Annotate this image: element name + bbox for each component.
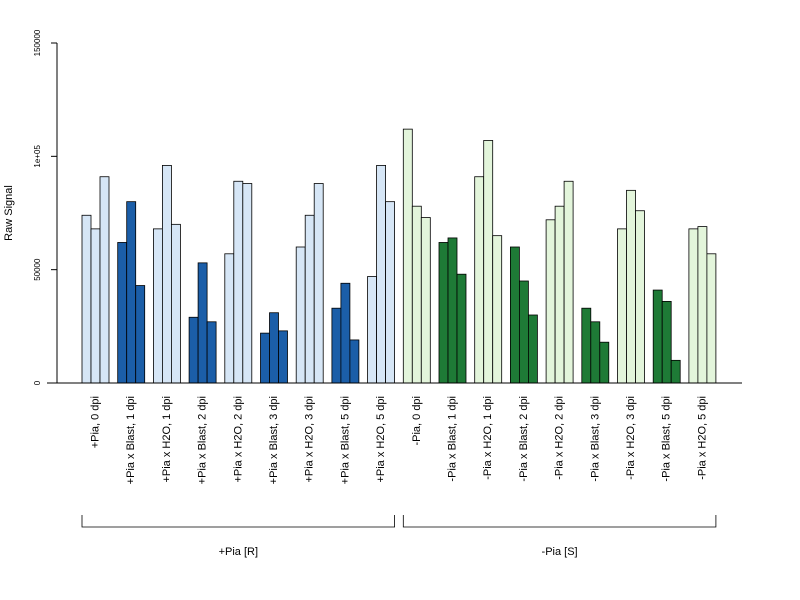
bar (438, 242, 449, 384)
bar (117, 242, 128, 384)
x-tick-label: -Pia x H2O, 1 dpi (482, 396, 494, 480)
bar (599, 341, 610, 384)
bar (340, 282, 351, 384)
bar (492, 235, 503, 384)
bar (278, 330, 288, 384)
bar (447, 237, 458, 384)
y-tick-label: 150000 (33, 29, 42, 56)
bar (99, 176, 110, 384)
x-tick-label: +Pia x Blast, 5 dpi (339, 396, 351, 484)
bar (224, 253, 235, 384)
bar (509, 246, 520, 384)
group-bracket: +Pia [R] (81, 515, 395, 558)
bar (581, 307, 592, 384)
bar (188, 316, 199, 384)
bar (376, 164, 387, 384)
x-tick-label: -Pia x Blast, 3 dpi (589, 396, 601, 482)
group-bracket: -Pia [S] (402, 515, 717, 558)
bar (661, 300, 672, 384)
group-brackets: +Pia [R] -Pia [S] (81, 515, 717, 558)
bracket-label: -Pia [S] (542, 546, 578, 558)
x-tick-label: +Pia x H2O, 3 dpi (304, 396, 316, 483)
x-tick-label: -Pia, 0 dpi (411, 396, 423, 446)
bar (456, 273, 467, 384)
bar (260, 332, 270, 384)
bar (688, 228, 699, 384)
x-tick-label: -Pia x H2O, 2 dpi (554, 396, 566, 480)
x-tick-label: +Pia x H2O, 5 dpi (375, 396, 387, 483)
x-tick-label: -Pia x Blast, 1 dpi (447, 396, 459, 482)
x-tick-label: +Pia x Blast, 1 dpi (125, 396, 137, 484)
bar (161, 164, 172, 384)
plot-area (81, 128, 717, 384)
bar (126, 201, 137, 384)
bar (242, 183, 253, 384)
bar (402, 128, 413, 384)
bar (474, 176, 485, 384)
y-tick-label: 1e+05 (33, 145, 42, 168)
bracket-line (402, 515, 717, 528)
bar (626, 189, 636, 384)
bar (420, 217, 431, 384)
bar (528, 314, 538, 384)
bar (617, 228, 627, 384)
x-tick-label: +Pia x H2O, 2 dpi (232, 396, 244, 483)
bar (313, 183, 324, 384)
y-axis-label: Raw Signal (3, 185, 15, 241)
bar (206, 321, 217, 384)
bar (670, 359, 681, 384)
y-tick-label: 50000 (33, 258, 42, 281)
x-tick-label: -Pia x H2O, 5 dpi (696, 396, 708, 480)
bracket-line (81, 515, 395, 528)
bar (554, 205, 565, 384)
bar (385, 201, 396, 384)
x-tick-labels: +Pia, 0 dpi +Pia x Blast, 1 dpi +Pia x H2O… (90, 396, 709, 484)
bar (367, 276, 378, 384)
x-tick-label: -Pia x Blast, 5 dpi (661, 396, 673, 482)
bar (411, 205, 422, 384)
x-tick-label: -Pia x H2O, 3 dpi (625, 396, 637, 480)
bar (197, 262, 208, 384)
y-axis: 0 50000 1e+05 150000 (33, 29, 58, 385)
bar (269, 312, 279, 384)
bar (295, 246, 306, 384)
bar (90, 228, 101, 384)
bar (170, 223, 181, 384)
bar (563, 180, 574, 384)
bracket-label: +Pia [R] (219, 546, 258, 558)
bar (697, 226, 708, 384)
x-tick-label: +Pia x H2O, 1 dpi (161, 396, 173, 483)
bar (233, 180, 244, 384)
bar (331, 307, 342, 384)
x-tick-label: +Pia x Blast, 3 dpi (268, 396, 280, 484)
bar (81, 214, 92, 384)
bar (152, 228, 163, 384)
bar (706, 253, 717, 384)
bar (590, 321, 601, 384)
bar (519, 280, 529, 384)
bar (483, 140, 494, 384)
bar (135, 285, 146, 384)
bar (545, 219, 556, 384)
bar (349, 339, 360, 384)
bar (635, 210, 645, 384)
x-tick-label: -Pia x Blast, 2 dpi (518, 396, 530, 482)
bar (652, 289, 663, 384)
bar (304, 214, 315, 384)
x-tick-label: +Pia x Blast, 2 dpi (197, 396, 209, 484)
x-tick-label: +Pia, 0 dpi (90, 396, 102, 448)
y-tick-label: 0 (33, 380, 42, 385)
